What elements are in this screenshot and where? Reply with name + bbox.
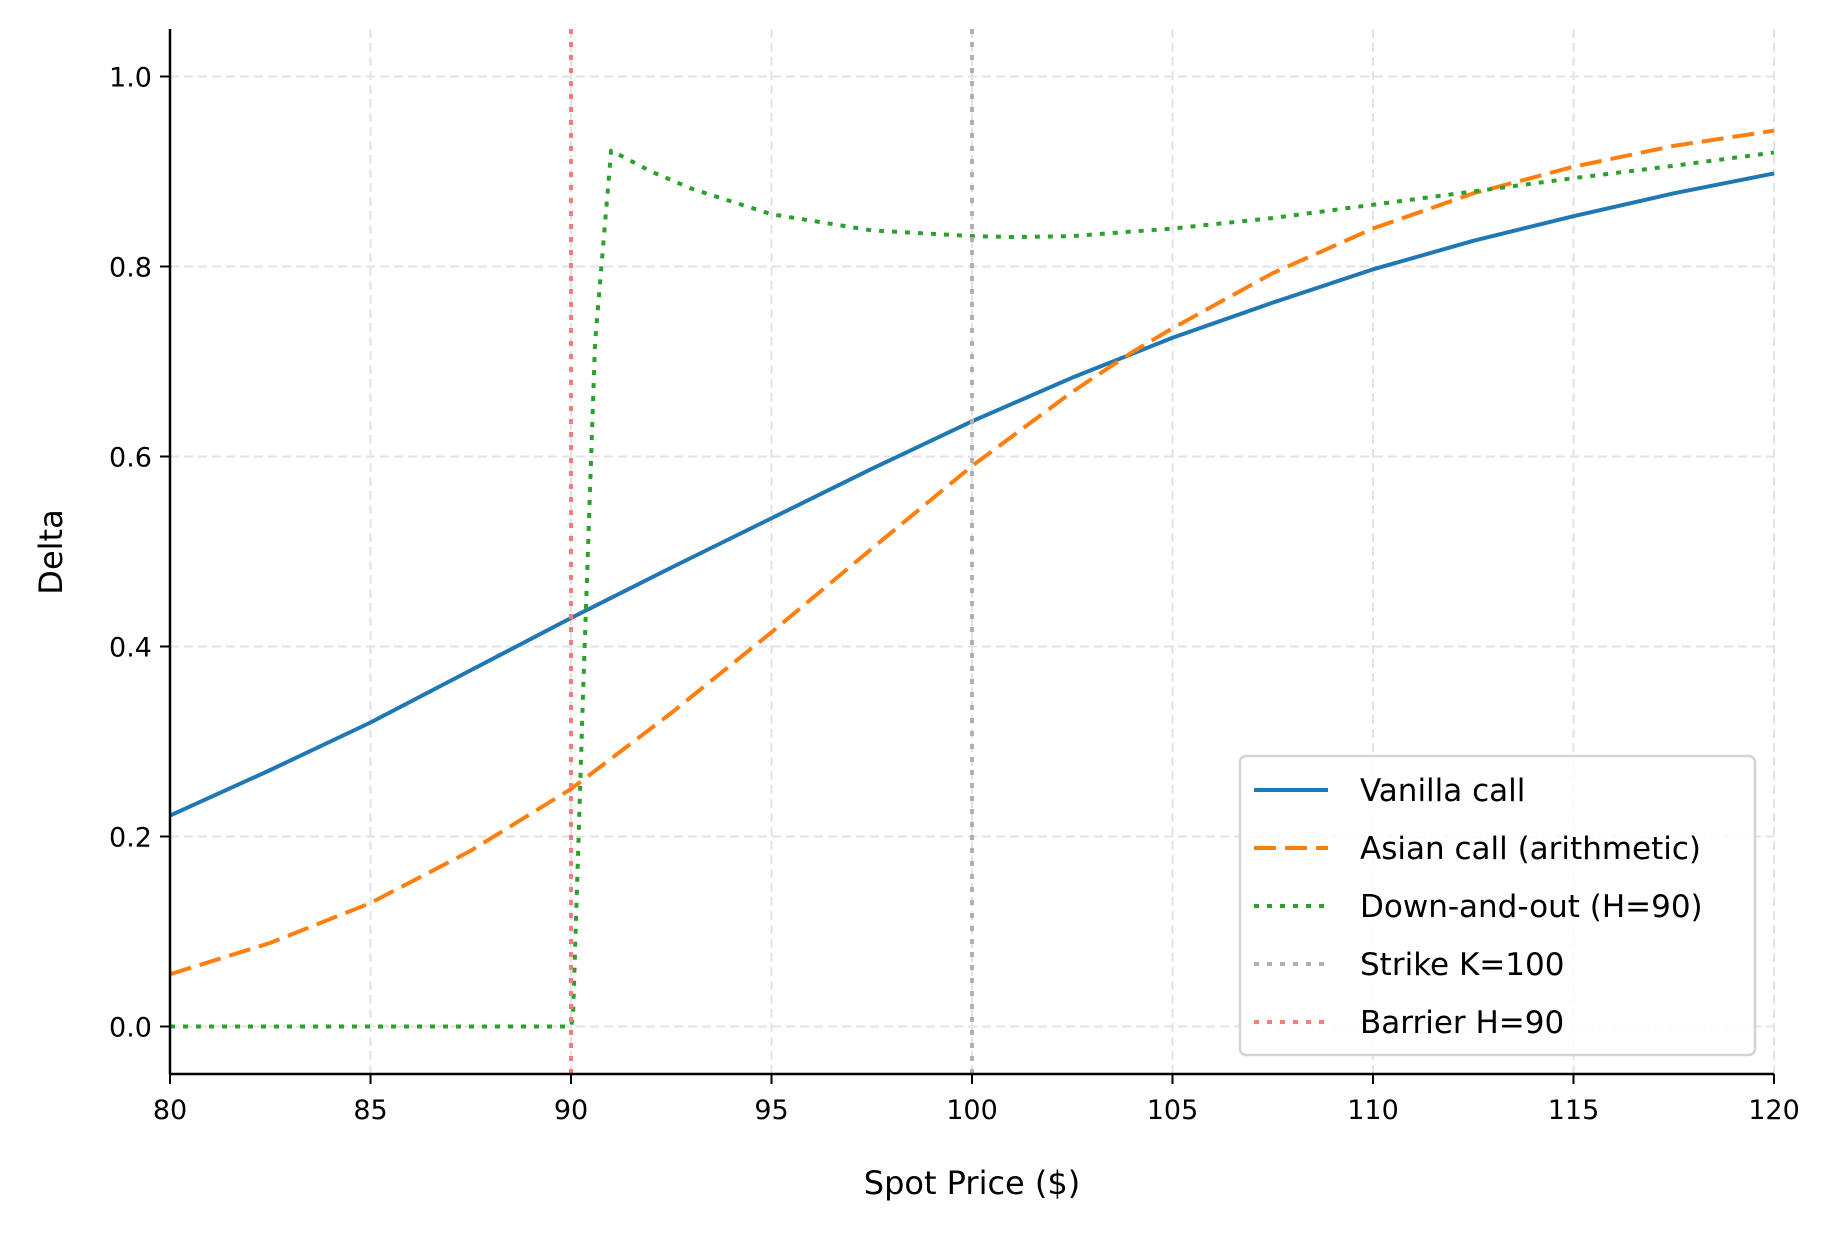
y-tick-label: 0.0 <box>109 1013 152 1044</box>
legend: Vanilla call Asian call (arithmetic) Down-… <box>1238 754 1757 1057</box>
y-axis-label: Delta <box>32 509 70 594</box>
x-tick-label: 85 <box>353 1095 387 1126</box>
x-tick-label: 95 <box>754 1095 788 1126</box>
y-tick-label: 0.4 <box>109 633 152 664</box>
y-tick-label: 0.2 <box>109 823 152 854</box>
legend-label: Barrier H=90 <box>1360 1005 1564 1041</box>
legend-label: Asian call (arithmetic) <box>1360 831 1701 867</box>
y-tick-label: 1.0 <box>109 63 152 94</box>
x-tick-label: 120 <box>1748 1095 1800 1126</box>
axes: 80 85 90 95 100 105 110 115 120 0.0 0.2 0.4 0.6 0.8 1.… <box>109 29 1800 1126</box>
x-tick-label: 80 <box>153 1095 187 1126</box>
x-tick-label: 100 <box>946 1095 998 1126</box>
legend-box <box>1238 754 1757 1057</box>
legend-label: Vanilla call <box>1360 773 1525 809</box>
y-tick-label: 0.8 <box>109 253 152 284</box>
series-down-and-out-h-90- <box>170 148 1775 1029</box>
x-tick-label: 115 <box>1548 1095 1600 1126</box>
x-tick-label: 105 <box>1147 1095 1199 1126</box>
y-tick-label: 0.6 <box>109 443 152 474</box>
x-tick-label: 110 <box>1347 1095 1399 1126</box>
x-axis-label: Spot Price ($) <box>864 1164 1080 1202</box>
legend-label: Down-and-out (H=90) <box>1360 889 1703 925</box>
x-tick-label: 90 <box>554 1095 588 1126</box>
legend-label: Strike K=100 <box>1360 947 1564 983</box>
series-lines <box>169 29 1775 1074</box>
